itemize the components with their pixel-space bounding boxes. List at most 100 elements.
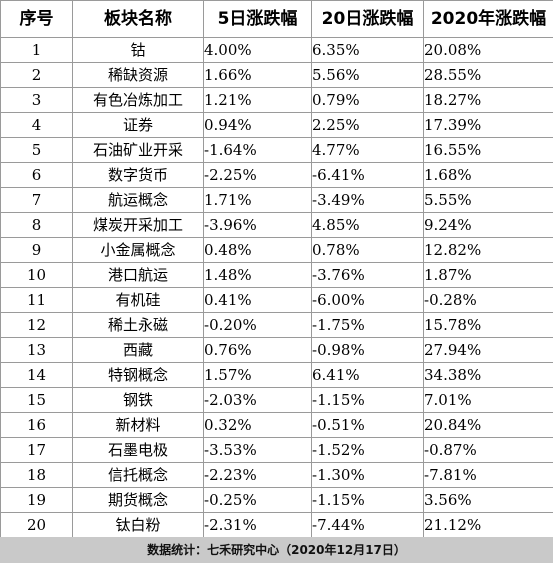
table-row[interactable]: 4 证券 0.94% 2.25% 17.39% — [0, 112, 553, 138]
cell-20day-change: 6.35% — [311, 37, 424, 63]
table-row[interactable]: 20 钛白粉 -2.31% -7.44% 21.12% — [0, 512, 553, 538]
cell-20day-change: -7.44% — [311, 512, 424, 538]
cell-5day-change: 0.41% — [203, 287, 312, 313]
cell-5day-change: -2.31% — [203, 512, 312, 538]
table-row[interactable]: 12 稀土永磁 -0.20% -1.75% 15.78% — [0, 312, 553, 338]
cell-2020-change: 34.38% — [423, 362, 553, 388]
cell-index: 12 — [0, 312, 73, 338]
cell-5day-change: 1.57% — [203, 362, 312, 388]
table-row[interactable]: 10 港口航运 1.48% -3.76% 1.87% — [0, 262, 553, 288]
cell-sector-name: 航运概念 — [72, 187, 204, 213]
cell-sector-name: 港口航运 — [72, 262, 204, 288]
cell-sector-name: 钢铁 — [72, 387, 204, 413]
cell-20day-change: -3.76% — [311, 262, 424, 288]
cell-20day-change: -6.00% — [311, 287, 424, 313]
cell-2020-change: 1.68% — [423, 162, 553, 188]
header-5day-change[interactable]: 5日涨跌幅 — [203, 0, 312, 38]
cell-5day-change: -3.96% — [203, 212, 312, 238]
table-row[interactable]: 8 煤炭开采加工 -3.96% 4.85% 9.24% — [0, 212, 553, 238]
table-row[interactable]: 2 稀缺资源 1.66% 5.56% 28.55% — [0, 62, 553, 88]
cell-20day-change: 0.79% — [311, 87, 424, 113]
cell-2020-change: 12.82% — [423, 237, 553, 263]
cell-20day-change: -1.15% — [311, 387, 424, 413]
data-source-footer: 数据统计：七禾研究中心（2020年12月17日） — [0, 537, 553, 563]
table-row[interactable]: 9 小金属概念 0.48% 0.78% 12.82% — [0, 237, 553, 263]
cell-5day-change: -0.20% — [203, 312, 312, 338]
cell-index: 13 — [0, 337, 73, 363]
cell-sector-name: 信托概念 — [72, 462, 204, 488]
cell-20day-change: -6.41% — [311, 162, 424, 188]
cell-5day-change: 0.94% — [203, 112, 312, 138]
cell-index: 11 — [0, 287, 73, 313]
table-row[interactable]: 7 航运概念 1.71% -3.49% 5.55% — [0, 187, 553, 213]
cell-20day-change: 0.78% — [311, 237, 424, 263]
header-sector-name[interactable]: 板块名称 — [72, 0, 204, 38]
table-row[interactable]: 1 钴 4.00% 6.35% 20.08% — [0, 37, 553, 63]
cell-index: 6 — [0, 162, 73, 188]
table-header-row: 序号 板块名称 5日涨跌幅 20日涨跌幅 2020年涨跌幅 — [0, 0, 553, 38]
cell-2020-change: -0.87% — [423, 437, 553, 463]
cell-sector-name: 有机硅 — [72, 287, 204, 313]
cell-2020-change: 7.01% — [423, 387, 553, 413]
table-row[interactable]: 18 信托概念 -2.23% -1.30% -7.81% — [0, 462, 553, 488]
header-20day-change[interactable]: 20日涨跌幅 — [311, 0, 424, 38]
cell-2020-change: 27.94% — [423, 337, 553, 363]
table-row[interactable]: 5 石油矿业开采 -1.64% 4.77% 16.55% — [0, 137, 553, 163]
cell-2020-change: 9.24% — [423, 212, 553, 238]
table-row[interactable]: 11 有机硅 0.41% -6.00% -0.28% — [0, 287, 553, 313]
cell-2020-change: 21.12% — [423, 512, 553, 538]
table-row[interactable]: 17 石墨电极 -3.53% -1.52% -0.87% — [0, 437, 553, 463]
cell-2020-change: 17.39% — [423, 112, 553, 138]
cell-5day-change: -2.25% — [203, 162, 312, 188]
cell-index: 7 — [0, 187, 73, 213]
cell-2020-change: 20.08% — [423, 37, 553, 63]
sector-performance-table: 序号 板块名称 5日涨跌幅 20日涨跌幅 2020年涨跌幅 1 钴 4.00% 6.3… — [0, 0, 553, 538]
cell-20day-change: -1.75% — [311, 312, 424, 338]
cell-sector-name: 小金属概念 — [72, 237, 204, 263]
cell-5day-change: -3.53% — [203, 437, 312, 463]
cell-sector-name: 钴 — [72, 37, 204, 63]
cell-index: 15 — [0, 387, 73, 413]
cell-20day-change: -0.51% — [311, 412, 424, 438]
header-2020-change[interactable]: 2020年涨跌幅 — [423, 0, 553, 38]
cell-index: 18 — [0, 462, 73, 488]
cell-20day-change: -1.52% — [311, 437, 424, 463]
table-row[interactable]: 6 数字货币 -2.25% -6.41% 1.68% — [0, 162, 553, 188]
table-row[interactable]: 15 钢铁 -2.03% -1.15% 7.01% — [0, 387, 553, 413]
table-body: 1 钴 4.00% 6.35% 20.08% 2 稀缺资源 1.66% 5.56% 28.55% 3… — [0, 37, 553, 538]
table-row[interactable]: 3 有色冶炼加工 1.21% 0.79% 18.27% — [0, 87, 553, 113]
cell-2020-change: 16.55% — [423, 137, 553, 163]
header-index[interactable]: 序号 — [0, 0, 73, 38]
cell-2020-change: 20.84% — [423, 412, 553, 438]
cell-index: 2 — [0, 62, 73, 88]
cell-sector-name: 煤炭开采加工 — [72, 212, 204, 238]
cell-5day-change: -2.23% — [203, 462, 312, 488]
cell-5day-change: 1.48% — [203, 262, 312, 288]
cell-2020-change: -0.28% — [423, 287, 553, 313]
cell-5day-change: -2.03% — [203, 387, 312, 413]
cell-sector-name: 西藏 — [72, 337, 204, 363]
cell-index: 1 — [0, 37, 73, 63]
cell-index: 8 — [0, 212, 73, 238]
cell-index: 10 — [0, 262, 73, 288]
cell-5day-change: 4.00% — [203, 37, 312, 63]
table-row[interactable]: 16 新材料 0.32% -0.51% 20.84% — [0, 412, 553, 438]
cell-index: 14 — [0, 362, 73, 388]
cell-2020-change: 18.27% — [423, 87, 553, 113]
table-row[interactable]: 13 西藏 0.76% -0.98% 27.94% — [0, 337, 553, 363]
cell-5day-change: 1.71% — [203, 187, 312, 213]
table-row[interactable]: 19 期货概念 -0.25% -1.15% 3.56% — [0, 487, 553, 513]
cell-sector-name: 钛白粉 — [72, 512, 204, 538]
cell-sector-name: 石墨电极 — [72, 437, 204, 463]
cell-20day-change: 6.41% — [311, 362, 424, 388]
cell-sector-name: 数字货币 — [72, 162, 204, 188]
cell-20day-change: -0.98% — [311, 337, 424, 363]
cell-20day-change: -3.49% — [311, 187, 424, 213]
cell-sector-name: 新材料 — [72, 412, 204, 438]
cell-index: 5 — [0, 137, 73, 163]
cell-20day-change: -1.30% — [311, 462, 424, 488]
cell-sector-name: 石油矿业开采 — [72, 137, 204, 163]
cell-index: 3 — [0, 87, 73, 113]
table-row[interactable]: 14 特钢概念 1.57% 6.41% 34.38% — [0, 362, 553, 388]
